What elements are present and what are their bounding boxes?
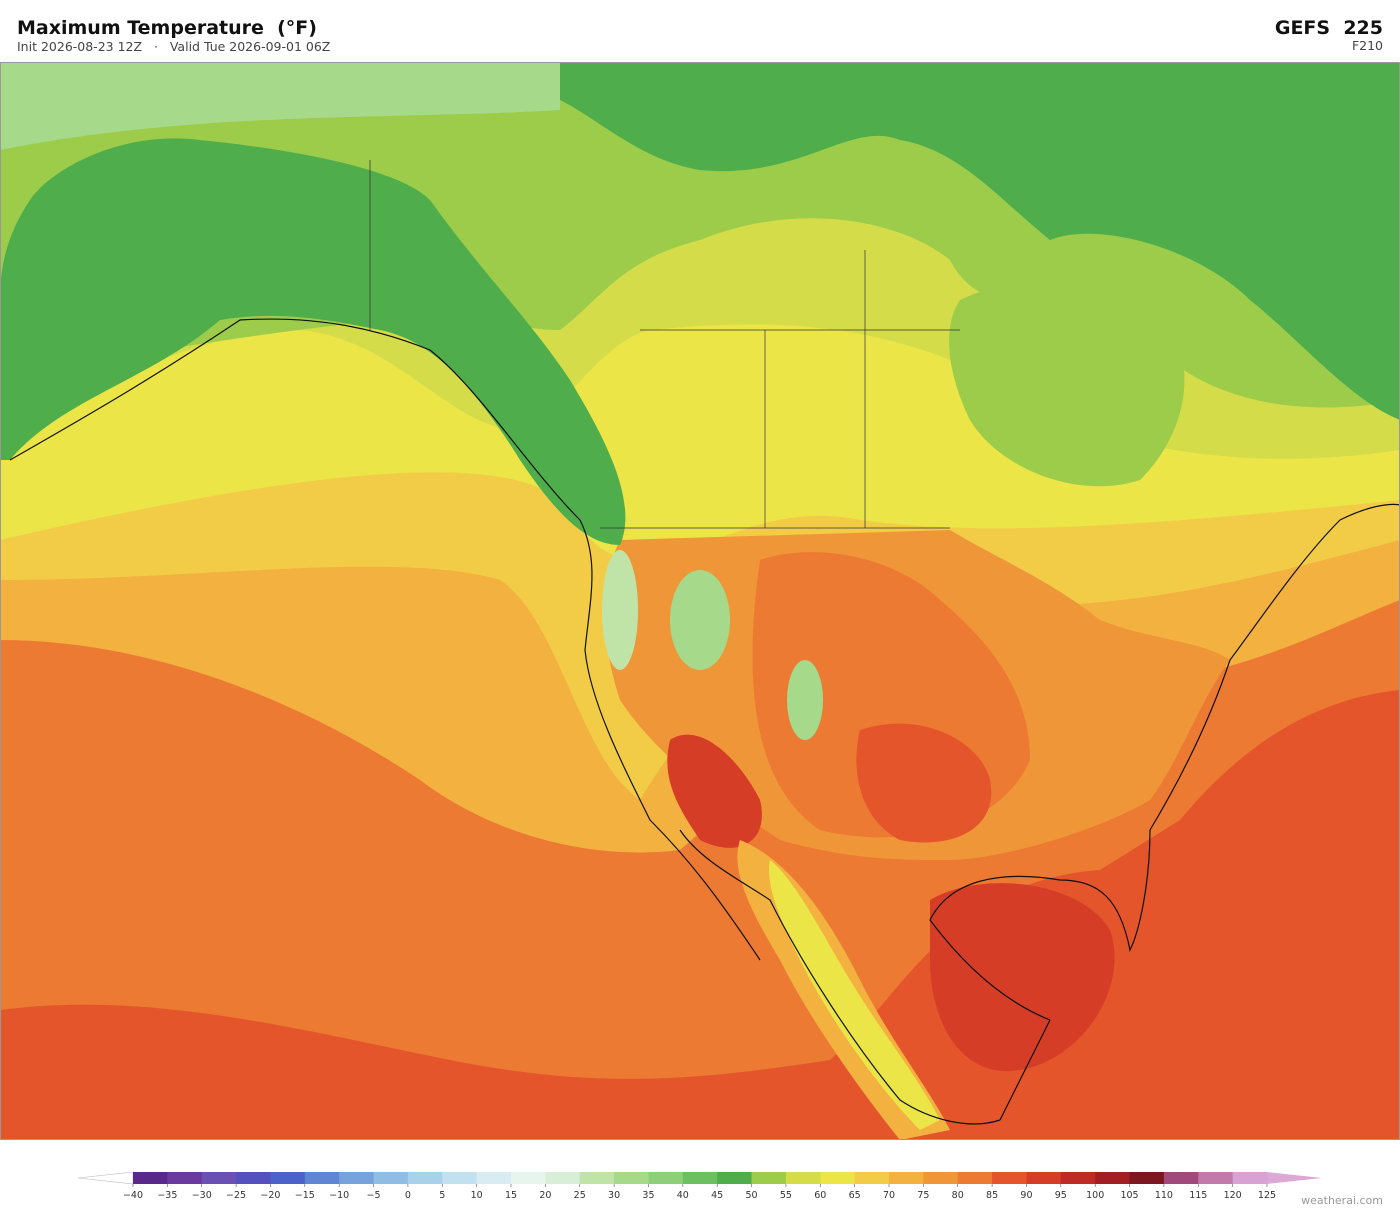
colorbar-bin [957,1172,993,1184]
colorbar-bin [1095,1172,1131,1184]
colorbar-bin [751,1172,787,1184]
colorbar-tick-label: 125 [1258,1190,1276,1201]
colorbar-tick-label: 105 [1120,1190,1138,1201]
colorbar-bin [820,1172,856,1184]
colorbar-over [1267,1172,1322,1184]
colorbar-bin [545,1172,581,1184]
colorbar-tick-label: 90 [1020,1190,1032,1201]
colorbar-tick-label: −15 [295,1190,315,1201]
map-title: Maximum Temperature (°F) [17,17,317,39]
colorbar-tick-label: 10 [471,1190,483,1201]
colorbar-bin [201,1172,237,1184]
colorbar-tick-label: 20 [539,1190,551,1201]
colorbar-tick-label: −35 [157,1190,177,1201]
colorbar-bin [339,1172,375,1184]
colorbar-tick-label: 120 [1224,1190,1242,1201]
colorbar-bin [1129,1172,1165,1184]
map [0,62,1400,1140]
colorbar-bin [476,1172,512,1184]
colorbar-tick-label: 80 [952,1190,964,1201]
model-label: GEFS 225 [1275,17,1383,39]
colorbar-tick-label: 50 [745,1190,757,1201]
colorbar-bin [511,1172,546,1184]
colorbar: −40 −35 −30 −25 −20 −15 −10 −5 0 5 10 15 20 25 30 35 40 4… [77,1171,1322,1201]
colorbar-tick-label: −10 [329,1190,349,1201]
colorbar-bin [854,1172,890,1184]
colorbar-bin [442,1172,478,1184]
colorbar-bin [992,1172,1027,1184]
colorbar-tick-label: 70 [883,1190,895,1201]
forecast-hour: F210 [1352,38,1383,53]
colorbar-tick-label: 100 [1086,1190,1104,1201]
colorbar-tick-label: 65 [849,1190,861,1201]
colorbar-tick-label: 60 [814,1190,826,1201]
watermark: weatherai.com [1301,1194,1383,1207]
colorbar-bin [717,1172,753,1184]
colorbar-tick-label: 25 [574,1190,586,1201]
colorbar-bin [648,1172,684,1184]
colorbar-tick-label: −30 [192,1190,212,1201]
colorbar-tick-label: −40 [123,1190,143,1201]
colorbar-tick-label: −25 [226,1190,246,1201]
colorbar-bin [270,1172,306,1184]
colorbar-bin [236,1172,271,1184]
colorbar-bin [407,1172,443,1184]
colorbar-bin [1232,1172,1268,1184]
colorbar-bin [614,1172,649,1184]
colorbar-under [77,1171,134,1185]
colorbar-tick-label: 85 [986,1190,998,1201]
colorbar-bin [1060,1172,1096,1184]
colorbar-tick-label: 35 [642,1190,654,1201]
colorbar-bin [1198,1172,1234,1184]
colorbar-bin [889,1172,924,1184]
colorbar-tick-label: 75 [917,1190,929,1201]
colorbar-tick-label: 5 [439,1190,445,1201]
colorbar-bin [682,1172,718,1184]
map-subtitle: Init 2026-08-23 12Z · Valid Tue 2026-09-… [17,39,330,54]
colorbar-tick-label: 115 [1189,1190,1207,1201]
colorbar-bin [579,1172,615,1184]
colorbar-tick-label: 95 [1055,1190,1067,1201]
colorbar-tick-label: 40 [677,1190,689,1201]
colorbar-tick-label: 45 [711,1190,723,1201]
colorbar-tick-label: −5 [367,1190,381,1201]
colorbar-tick-label: 0 [405,1190,411,1201]
colorbar-bin [133,1172,168,1184]
colorbar-tick-label: 30 [608,1190,620,1201]
colorbar-tick-label: 110 [1155,1190,1173,1201]
colorbar-bin [304,1172,340,1184]
colorbar-tick-label: −20 [260,1190,280,1201]
colorbar-bin [923,1172,959,1184]
colorbar-bin [785,1172,821,1184]
colorbar-bin [373,1172,409,1184]
colorbar-bin [1026,1172,1062,1184]
colorbar-tick-label: 15 [505,1190,517,1201]
colorbar-bin [167,1172,203,1184]
colorbar-bin [1163,1172,1199,1184]
colorbar-tick-label: 55 [780,1190,792,1201]
